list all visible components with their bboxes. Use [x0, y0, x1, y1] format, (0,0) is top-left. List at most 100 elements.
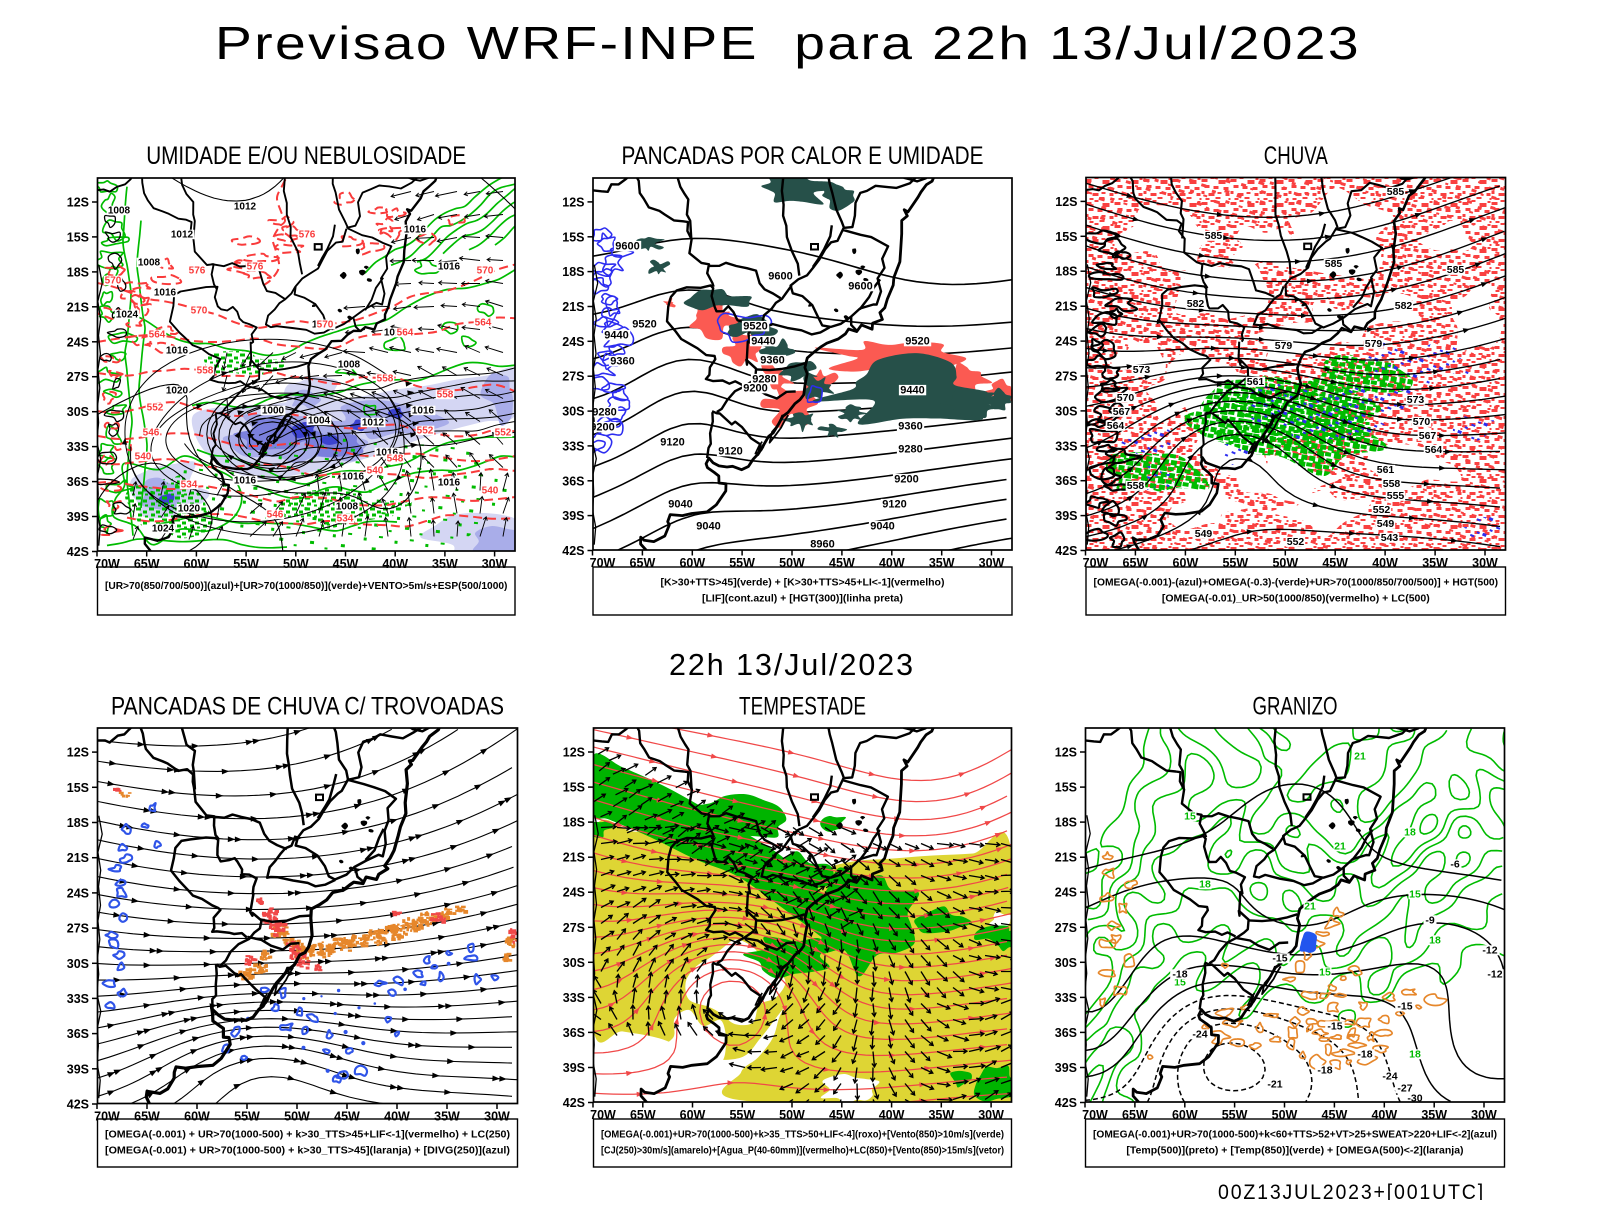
svg-text:50W: 50W	[779, 556, 805, 570]
svg-text:8960: 8960	[810, 539, 834, 551]
svg-text:45W: 45W	[333, 557, 359, 571]
svg-text:1016: 1016	[384, 328, 407, 339]
svg-text:9440: 9440	[900, 385, 924, 397]
svg-text:30W: 30W	[978, 1108, 1004, 1122]
svg-text:585: 585	[1447, 264, 1465, 276]
svg-text:558: 558	[437, 390, 454, 401]
svg-text:-30: -30	[1407, 1093, 1422, 1105]
svg-text:36S: 36S	[1055, 474, 1077, 488]
svg-text:1016: 1016	[412, 406, 435, 417]
svg-text:546: 546	[143, 428, 160, 439]
svg-text:-12: -12	[1482, 945, 1497, 957]
svg-text:567: 567	[1419, 430, 1437, 442]
svg-text:15: 15	[1184, 811, 1196, 823]
svg-text:12S: 12S	[563, 746, 585, 760]
svg-text:9200: 9200	[894, 474, 918, 486]
svg-text:60W: 60W	[1172, 1108, 1198, 1122]
svg-text:15S: 15S	[1055, 230, 1077, 244]
svg-text:15S: 15S	[67, 781, 89, 795]
svg-text:546: 546	[267, 510, 284, 521]
svg-text:570: 570	[191, 306, 208, 317]
svg-text:1000: 1000	[262, 406, 285, 417]
svg-text:534: 534	[181, 480, 198, 491]
svg-text:PANCADAS DE CHUVA C/ TROVOADAS: PANCADAS DE CHUVA C/ TROVOADAS	[111, 693, 504, 721]
svg-text:60W: 60W	[679, 556, 705, 570]
svg-text:60W: 60W	[184, 1110, 210, 1124]
svg-text:18: 18	[1404, 827, 1416, 839]
svg-text:9600: 9600	[848, 281, 872, 293]
svg-text:33S: 33S	[562, 439, 584, 453]
svg-text:60W: 60W	[1173, 556, 1199, 570]
svg-text:30W: 30W	[979, 556, 1005, 570]
svg-text:12S: 12S	[1055, 195, 1077, 209]
svg-text:[UR>70(850/700/500)](azul)+[UR: [UR>70(850/700/500)](azul)+[UR>70(1000/8…	[105, 580, 508, 592]
svg-text:1008: 1008	[338, 360, 361, 371]
svg-text:564: 564	[1425, 444, 1443, 456]
svg-text:9120: 9120	[660, 437, 684, 449]
svg-text:65W: 65W	[630, 1108, 656, 1122]
svg-text:549: 549	[1377, 518, 1395, 530]
svg-text:-18: -18	[1172, 969, 1187, 981]
svg-text:12S: 12S	[67, 746, 89, 760]
svg-text:30W: 30W	[1472, 556, 1498, 570]
svg-text:18S: 18S	[67, 265, 89, 279]
svg-text:9360: 9360	[610, 356, 634, 368]
svg-text:33S: 33S	[563, 991, 585, 1005]
svg-text:579: 579	[1275, 340, 1293, 352]
svg-text:65W: 65W	[134, 557, 160, 571]
svg-text:9520: 9520	[905, 336, 929, 348]
svg-text:27S: 27S	[67, 370, 89, 384]
svg-text:24S: 24S	[67, 335, 89, 349]
svg-text:1004: 1004	[308, 416, 331, 427]
svg-text:60W: 60W	[184, 557, 210, 571]
svg-text:[OMEGA(-0.01)_UR>50(1000/850)(: [OMEGA(-0.01)_UR>50(1000/850)(vermelho) …	[1162, 593, 1430, 605]
svg-text:39S: 39S	[1055, 1061, 1077, 1075]
svg-text:576: 576	[189, 266, 206, 277]
svg-text:12S: 12S	[67, 196, 89, 210]
svg-text:21S: 21S	[67, 300, 89, 314]
svg-text:552: 552	[417, 426, 434, 437]
svg-text:-18: -18	[1357, 1049, 1372, 1061]
svg-text:45W: 45W	[829, 1108, 855, 1122]
svg-text:15S: 15S	[1055, 781, 1077, 795]
svg-text:30S: 30S	[67, 405, 89, 419]
svg-text:36S: 36S	[67, 475, 89, 489]
svg-text:585: 585	[1205, 230, 1223, 242]
svg-text:-21: -21	[1267, 1079, 1282, 1091]
svg-text:9360: 9360	[898, 421, 922, 433]
svg-text:9200: 9200	[590, 422, 614, 434]
svg-text:-24: -24	[1382, 1071, 1397, 1083]
svg-text:55W: 55W	[1222, 1108, 1248, 1122]
svg-text:570: 570	[105, 276, 122, 287]
svg-text:65W: 65W	[630, 556, 656, 570]
svg-text:582: 582	[1395, 300, 1413, 312]
svg-text:50W: 50W	[1272, 1108, 1298, 1122]
svg-text:Previsao WRF-INPE para 22h 13: Previsao WRF-INPE para 22h 13/Jul/2023	[215, 17, 1361, 69]
svg-text:540: 540	[482, 486, 499, 497]
svg-text:9280: 9280	[752, 374, 776, 386]
svg-text:[OMEGA(-0.001) + UR>70(1000-50: [OMEGA(-0.001) + UR>70(1000-500) + k>30_…	[105, 1145, 510, 1157]
svg-text:18S: 18S	[1055, 265, 1077, 279]
svg-text:21S: 21S	[562, 300, 584, 314]
svg-text:1012: 1012	[234, 202, 257, 213]
svg-text:15S: 15S	[67, 230, 89, 244]
svg-text:[OMEGA(-0.001)-(azul)+OMEGA(-0: [OMEGA(-0.001)-(azul)+OMEGA(-0.3)-(verde…	[1094, 577, 1499, 589]
svg-text:24S: 24S	[1055, 335, 1077, 349]
svg-text:27S: 27S	[562, 370, 584, 384]
svg-text:27S: 27S	[1055, 921, 1077, 935]
svg-text:[OMEGA(-0.001)+UR>70(1000-500): [OMEGA(-0.001)+UR>70(1000-500)+k<60+TTS>…	[1093, 1129, 1497, 1141]
svg-text:24S: 24S	[1055, 886, 1077, 900]
svg-text:45W: 45W	[334, 1110, 360, 1124]
svg-text:585: 585	[1325, 258, 1343, 270]
svg-text:558: 558	[1383, 478, 1401, 490]
svg-text:33S: 33S	[1055, 991, 1077, 1005]
svg-text:573: 573	[1133, 364, 1151, 376]
svg-text:-18: -18	[1317, 1065, 1332, 1077]
svg-text:1020: 1020	[166, 386, 189, 397]
svg-text:18S: 18S	[1055, 816, 1077, 830]
svg-text:15S: 15S	[562, 230, 584, 244]
svg-text:548: 548	[387, 454, 404, 465]
svg-text:576: 576	[247, 262, 264, 273]
svg-text:39S: 39S	[562, 509, 584, 523]
svg-text:42S: 42S	[67, 1098, 89, 1112]
